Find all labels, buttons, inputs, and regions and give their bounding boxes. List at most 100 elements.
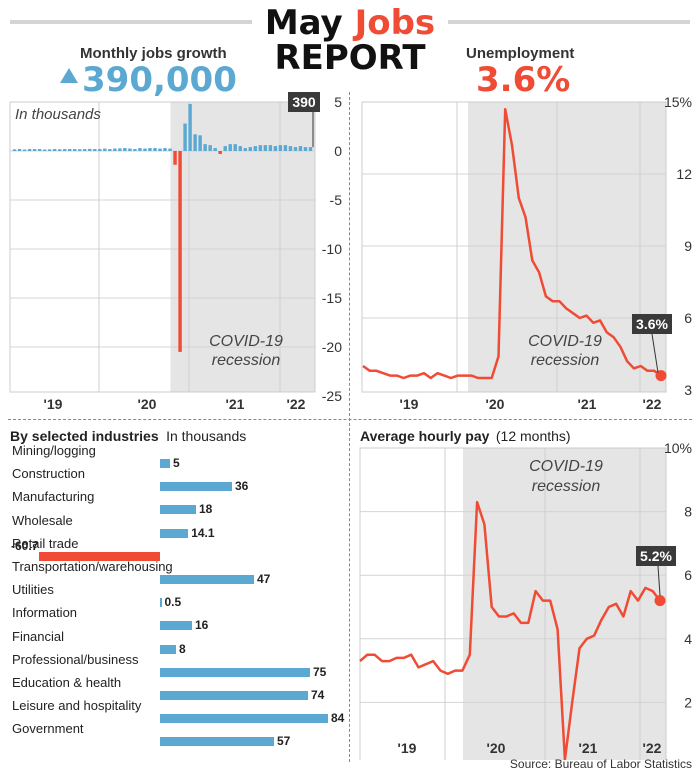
jobs-bar: [308, 147, 313, 151]
jobs-y-tick: -25: [322, 388, 342, 404]
industry-value: 0.5: [164, 595, 182, 610]
industry-bar: [160, 737, 274, 747]
industry-name: Transportation/warehousing: [12, 559, 173, 574]
industry-name: Financial: [12, 628, 65, 644]
industries-header: By selected industries In thousands: [10, 428, 246, 446]
industry-bar: [160, 598, 162, 608]
hourly-pay-chart: 10% 8 6 4 2 0 '19 '20 '21 '22 COVID-19 recession 5.2…: [359, 440, 692, 760]
jobs-bar: [67, 149, 72, 151]
jobs-bar: [163, 148, 167, 151]
jobs-bar: [298, 146, 303, 151]
unemployment-chart: 15% 12 9 6 3 '19 '20 '21 '22 COVID-19 recession 3.6…: [361, 94, 692, 412]
jobs-bar: [133, 149, 137, 151]
jobs-bar: [108, 149, 112, 151]
wages-x-tick: '20: [487, 740, 506, 756]
jobs-bar: [138, 148, 142, 151]
jobs-growth-label: Monthly jobs growth: [80, 45, 227, 62]
industry-value: 74: [311, 688, 325, 702]
industry-value: 75: [313, 664, 327, 679]
industry-value: 36: [235, 479, 249, 494]
hourly-pay-end-dot: [654, 595, 666, 607]
jobs-bar: [278, 145, 283, 151]
jobs-bar: [238, 146, 242, 151]
title-line-1: May Jobs: [0, 6, 700, 40]
jobs-growth-value: 390,000: [60, 63, 237, 97]
jobs-bar: [52, 149, 57, 151]
wages-recession-shade: [463, 448, 666, 760]
jobs-bar: [37, 149, 42, 151]
jobs-x-tick: '22: [287, 396, 306, 412]
jobs-bar: [248, 147, 252, 151]
industry-bar: [38, 551, 160, 561]
jobs-bar: [12, 149, 17, 151]
jobs-bar: [293, 147, 298, 151]
industry-bar: [160, 644, 176, 654]
title-may: May: [264, 3, 355, 43]
unemp-recession-label-2: recession: [531, 352, 600, 369]
jobs-y-tick: 5: [334, 94, 342, 110]
jobs-bar: [158, 148, 162, 151]
industry-bar: [160, 667, 310, 677]
jobs-growth-chart: In thousands 5 0 -5 -10 -15 -20 -25 '19 '20 '21 '22…: [9, 92, 343, 412]
industry-value: 14.1: [191, 525, 215, 540]
horizontal-divider: [8, 419, 692, 420]
wages-x-tick: '19: [398, 740, 417, 756]
wages-y-tick: 10%: [664, 440, 692, 456]
jobs-bar: [123, 148, 127, 151]
industry-bar: [160, 459, 170, 468]
jobs-bar: [73, 149, 77, 151]
industry-value: 8: [179, 641, 186, 656]
industry-value: 5: [173, 456, 180, 470]
jobs-unit-label: In thousands: [15, 106, 101, 123]
jobs-bar: [253, 146, 258, 151]
jobs-bar: [223, 146, 227, 151]
hourly-pay-line: [359, 500, 661, 760]
jobs-growth-number: 390,000: [82, 60, 237, 100]
vertical-divider: [349, 92, 350, 762]
jobs-y-tick: -5: [330, 192, 343, 208]
jobs-bar: [57, 149, 62, 151]
jobs-recession-label-2: recession: [212, 352, 281, 369]
unemployment-end-dot: [655, 370, 667, 382]
industry-value: -60.7: [11, 538, 39, 553]
wages-y-tick: 8: [684, 504, 692, 520]
jobs-bar: [283, 145, 288, 151]
wages-y-tick: 0: [684, 758, 692, 760]
jobs-bar: [243, 148, 247, 151]
jobs-bar: [47, 149, 52, 151]
jobs-bar: [153, 148, 157, 151]
unemp-end-label: 3.6%: [636, 316, 668, 332]
unemp-x-tick: '20: [486, 396, 505, 412]
unemp-recession-label-1: COVID-19: [528, 333, 602, 350]
unemp-y-tick: 3: [684, 382, 692, 398]
jobs-bar: [168, 148, 172, 151]
jobs-bar: [183, 123, 187, 151]
jobs-bar: [128, 148, 132, 151]
jobs-bar: [22, 149, 27, 152]
jobs-bar: [32, 149, 37, 151]
industry-bar: [160, 575, 254, 584]
industry-bar: [160, 691, 308, 700]
jobs-bar: [98, 149, 102, 151]
jobs-bar: [218, 151, 222, 154]
unemployment-label: Unemployment: [466, 45, 575, 62]
wages-frame: [359, 447, 667, 760]
jobs-bar: [258, 145, 263, 151]
industry-bar: [160, 505, 196, 515]
industry-name: Wholesale: [12, 512, 73, 528]
industry-name: Education & health: [12, 675, 122, 690]
jobs-bar: [203, 144, 207, 151]
wages-x-tick: '21: [579, 740, 598, 756]
industry-name: Construction: [12, 466, 85, 482]
unemp-y-tick: 12: [676, 166, 692, 182]
jobs-bar: [118, 148, 122, 151]
industry-name: Professional/business: [12, 651, 139, 667]
industry-name: Information: [12, 605, 78, 621]
wages-end-label-leader: [657, 565, 661, 596]
jobs-bar: [188, 103, 192, 151]
jobs-bar: [263, 145, 268, 151]
jobs-bar: [113, 148, 117, 151]
jobs-end-label-box: [288, 92, 320, 112]
jobs-frame: [9, 101, 316, 393]
jobs-bar: [288, 146, 293, 151]
